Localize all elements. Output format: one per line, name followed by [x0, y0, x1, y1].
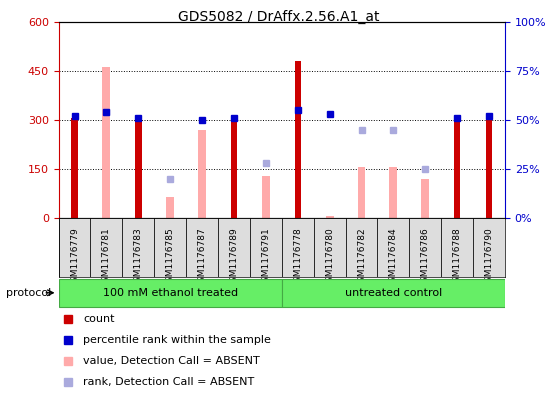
Bar: [454, 118, 460, 218]
Bar: [71, 118, 78, 218]
Bar: [377, 218, 410, 277]
Text: rank, Detection Call = ABSENT: rank, Detection Call = ABSENT: [83, 377, 254, 387]
Bar: [90, 218, 122, 277]
Text: GSM1176780: GSM1176780: [325, 227, 334, 288]
Bar: [441, 218, 473, 277]
Bar: [198, 130, 206, 218]
Text: GSM1176778: GSM1176778: [294, 227, 302, 288]
Text: value, Detection Call = ABSENT: value, Detection Call = ABSENT: [83, 356, 260, 366]
Bar: [345, 218, 377, 277]
Text: untreated control: untreated control: [345, 288, 442, 298]
Bar: [295, 61, 301, 218]
Text: GSM1176779: GSM1176779: [70, 227, 79, 288]
Bar: [421, 179, 429, 218]
FancyBboxPatch shape: [282, 279, 505, 307]
Text: GSM1176782: GSM1176782: [357, 227, 366, 288]
Bar: [262, 176, 270, 218]
Text: GSM1176786: GSM1176786: [421, 227, 430, 288]
FancyBboxPatch shape: [59, 279, 282, 307]
Text: percentile rank within the sample: percentile rank within the sample: [83, 335, 271, 345]
Bar: [389, 167, 397, 218]
Text: GSM1176785: GSM1176785: [166, 227, 175, 288]
Text: 100 mM ethanol treated: 100 mM ethanol treated: [103, 288, 238, 298]
Text: GSM1176781: GSM1176781: [102, 227, 111, 288]
Bar: [122, 218, 154, 277]
Bar: [186, 218, 218, 277]
Bar: [166, 197, 174, 218]
Text: protocol: protocol: [6, 288, 51, 298]
Bar: [358, 167, 365, 218]
Bar: [231, 121, 237, 218]
Bar: [135, 120, 142, 218]
Bar: [218, 218, 250, 277]
Bar: [326, 217, 334, 218]
Text: GSM1176787: GSM1176787: [198, 227, 206, 288]
Bar: [314, 218, 345, 277]
Text: GDS5082 / DrAffx.2.56.A1_at: GDS5082 / DrAffx.2.56.A1_at: [178, 10, 380, 24]
Bar: [410, 218, 441, 277]
Bar: [473, 218, 505, 277]
Bar: [250, 218, 282, 277]
Bar: [154, 218, 186, 277]
Text: GSM1176783: GSM1176783: [134, 227, 143, 288]
Text: GSM1176790: GSM1176790: [484, 227, 493, 288]
Text: count: count: [83, 314, 114, 324]
Bar: [59, 218, 90, 277]
Text: GSM1176791: GSM1176791: [261, 227, 270, 288]
Text: GSM1176784: GSM1176784: [389, 227, 398, 288]
Text: GSM1176788: GSM1176788: [453, 227, 461, 288]
Bar: [282, 218, 314, 277]
Text: GSM1176789: GSM1176789: [229, 227, 238, 288]
Bar: [103, 68, 110, 218]
Bar: [486, 117, 492, 218]
